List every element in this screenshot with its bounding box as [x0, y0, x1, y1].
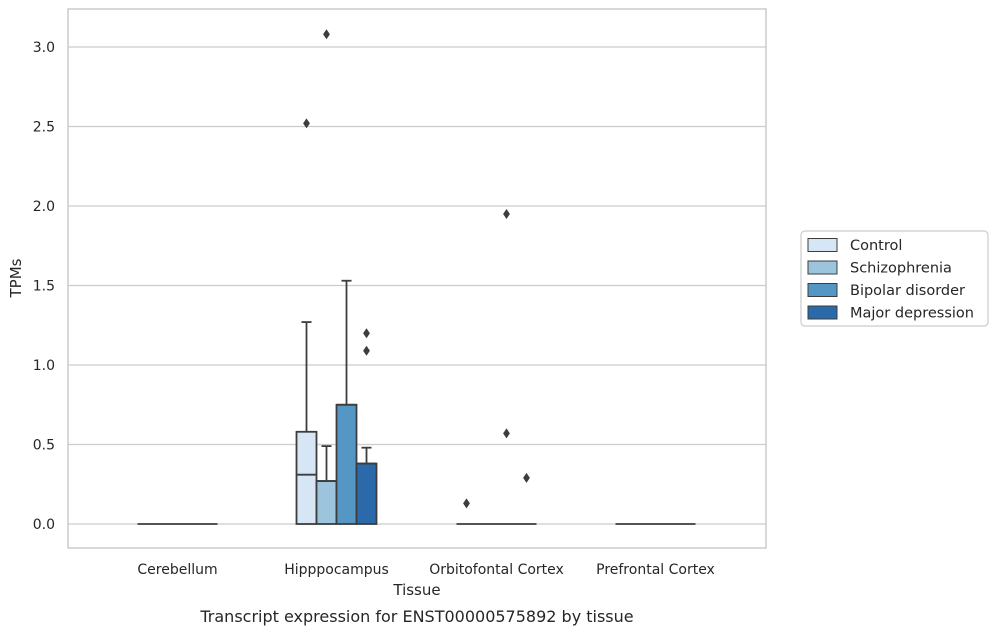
box-1-2: [335, 279, 358, 525]
grid-lines: [68, 46, 766, 525]
y-tick-label: 0.5: [33, 438, 55, 454]
box-plot-marks: [137, 29, 696, 525]
x-tick-label: Hipppocampus: [284, 562, 389, 578]
outlier-point: [463, 498, 470, 509]
box-1-0: [295, 118, 318, 525]
iqr-box: [315, 480, 338, 525]
legend-label: Bipolar disorder: [850, 283, 965, 299]
legend-label: Control: [850, 238, 902, 254]
box-2-2: [496, 208, 517, 525]
y-axis-ticks: 0.0 0.5 1.0 1.5 2.0 2.5 3.0: [33, 40, 55, 533]
outlier-point: [503, 428, 510, 439]
box-2-0: [456, 498, 477, 525]
box-1-1: [315, 29, 338, 525]
plot-frame: [67, 8, 767, 549]
outlier-point: [323, 29, 330, 40]
y-tick-label: 3.0: [33, 40, 55, 56]
y-tick-label: 2.0: [33, 199, 55, 215]
outlier-point: [303, 118, 310, 129]
y-axis-label: TPMs: [7, 258, 25, 298]
chart-caption: Transcript expression for ENST0000057589…: [199, 607, 633, 626]
x-axis-ticks: Cerebellum Hipppocampus Orbitofontal Corte…: [137, 562, 714, 578]
box-1-3: [355, 328, 378, 525]
outlier-point: [523, 472, 530, 483]
y-tick-label: 0.0: [33, 517, 55, 533]
legend-swatch: [807, 305, 838, 320]
iqr-box: [355, 462, 378, 525]
x-tick-label: Orbitofontal Cortex: [429, 562, 564, 578]
y-tick-label: 1.0: [33, 358, 55, 374]
x-tick-label: Cerebellum: [137, 562, 217, 578]
iqr-box: [295, 430, 318, 525]
y-tick-label: 2.5: [33, 120, 55, 136]
box-2-3: [516, 472, 537, 525]
legend-swatch: [807, 283, 838, 297]
y-tick-label: 1.5: [33, 279, 55, 295]
outlier-point: [363, 328, 370, 339]
iqr-box: [335, 403, 358, 525]
legend-swatch: [807, 238, 838, 252]
outlier-point: [503, 208, 510, 219]
legend: Control Schizophrenia Bipolar disorder Majo…: [800, 230, 989, 327]
legend-swatch: [807, 260, 838, 275]
legend-frame: [800, 230, 989, 327]
legend-label: Schizophrenia: [850, 261, 952, 277]
x-tick-label: Prefrontal Cortex: [596, 562, 715, 578]
outlier-point: [363, 345, 370, 356]
x-axis-label: Tissue: [392, 581, 440, 599]
legend-label: Major depression: [850, 306, 974, 322]
